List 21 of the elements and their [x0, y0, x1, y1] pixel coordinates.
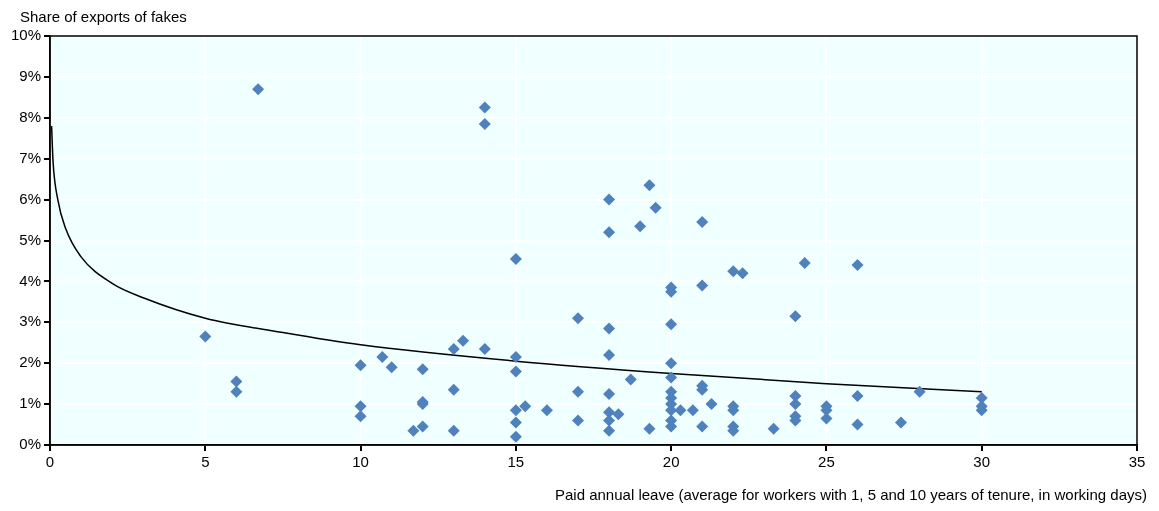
- y-tick-label: 10%: [10, 26, 42, 44]
- y-tick-label: 1%: [19, 394, 42, 412]
- x-axis-title: Paid annual leave (average for workers with 1, 5 and 10 years of tenure, in working days): [555, 486, 1147, 503]
- x-tick-label: 25: [818, 453, 835, 471]
- x-tick-label: 35: [1128, 453, 1146, 471]
- y-tick-label: 2%: [19, 353, 42, 371]
- y-tick-label: 3%: [19, 312, 42, 330]
- y-tick-label: 7%: [19, 148, 42, 166]
- y-axis-title: Share of exports of fakes: [20, 8, 187, 25]
- x-tick-label: 5: [201, 453, 210, 471]
- x-tick-label: 20: [662, 453, 680, 471]
- x-tick-label: 0: [45, 453, 55, 471]
- y-tick-label: 9%: [19, 67, 42, 85]
- x-tick-label: 30: [973, 453, 991, 471]
- y-tick-label: 6%: [19, 189, 42, 207]
- y-tick-label: 8%: [19, 107, 42, 125]
- y-tick-label: 4%: [19, 271, 42, 289]
- x-tick-label: 15: [507, 453, 525, 471]
- y-tick-label: 5%: [19, 230, 42, 248]
- x-tick-label: 10: [352, 453, 369, 471]
- y-tick-label: 0%: [19, 435, 42, 453]
